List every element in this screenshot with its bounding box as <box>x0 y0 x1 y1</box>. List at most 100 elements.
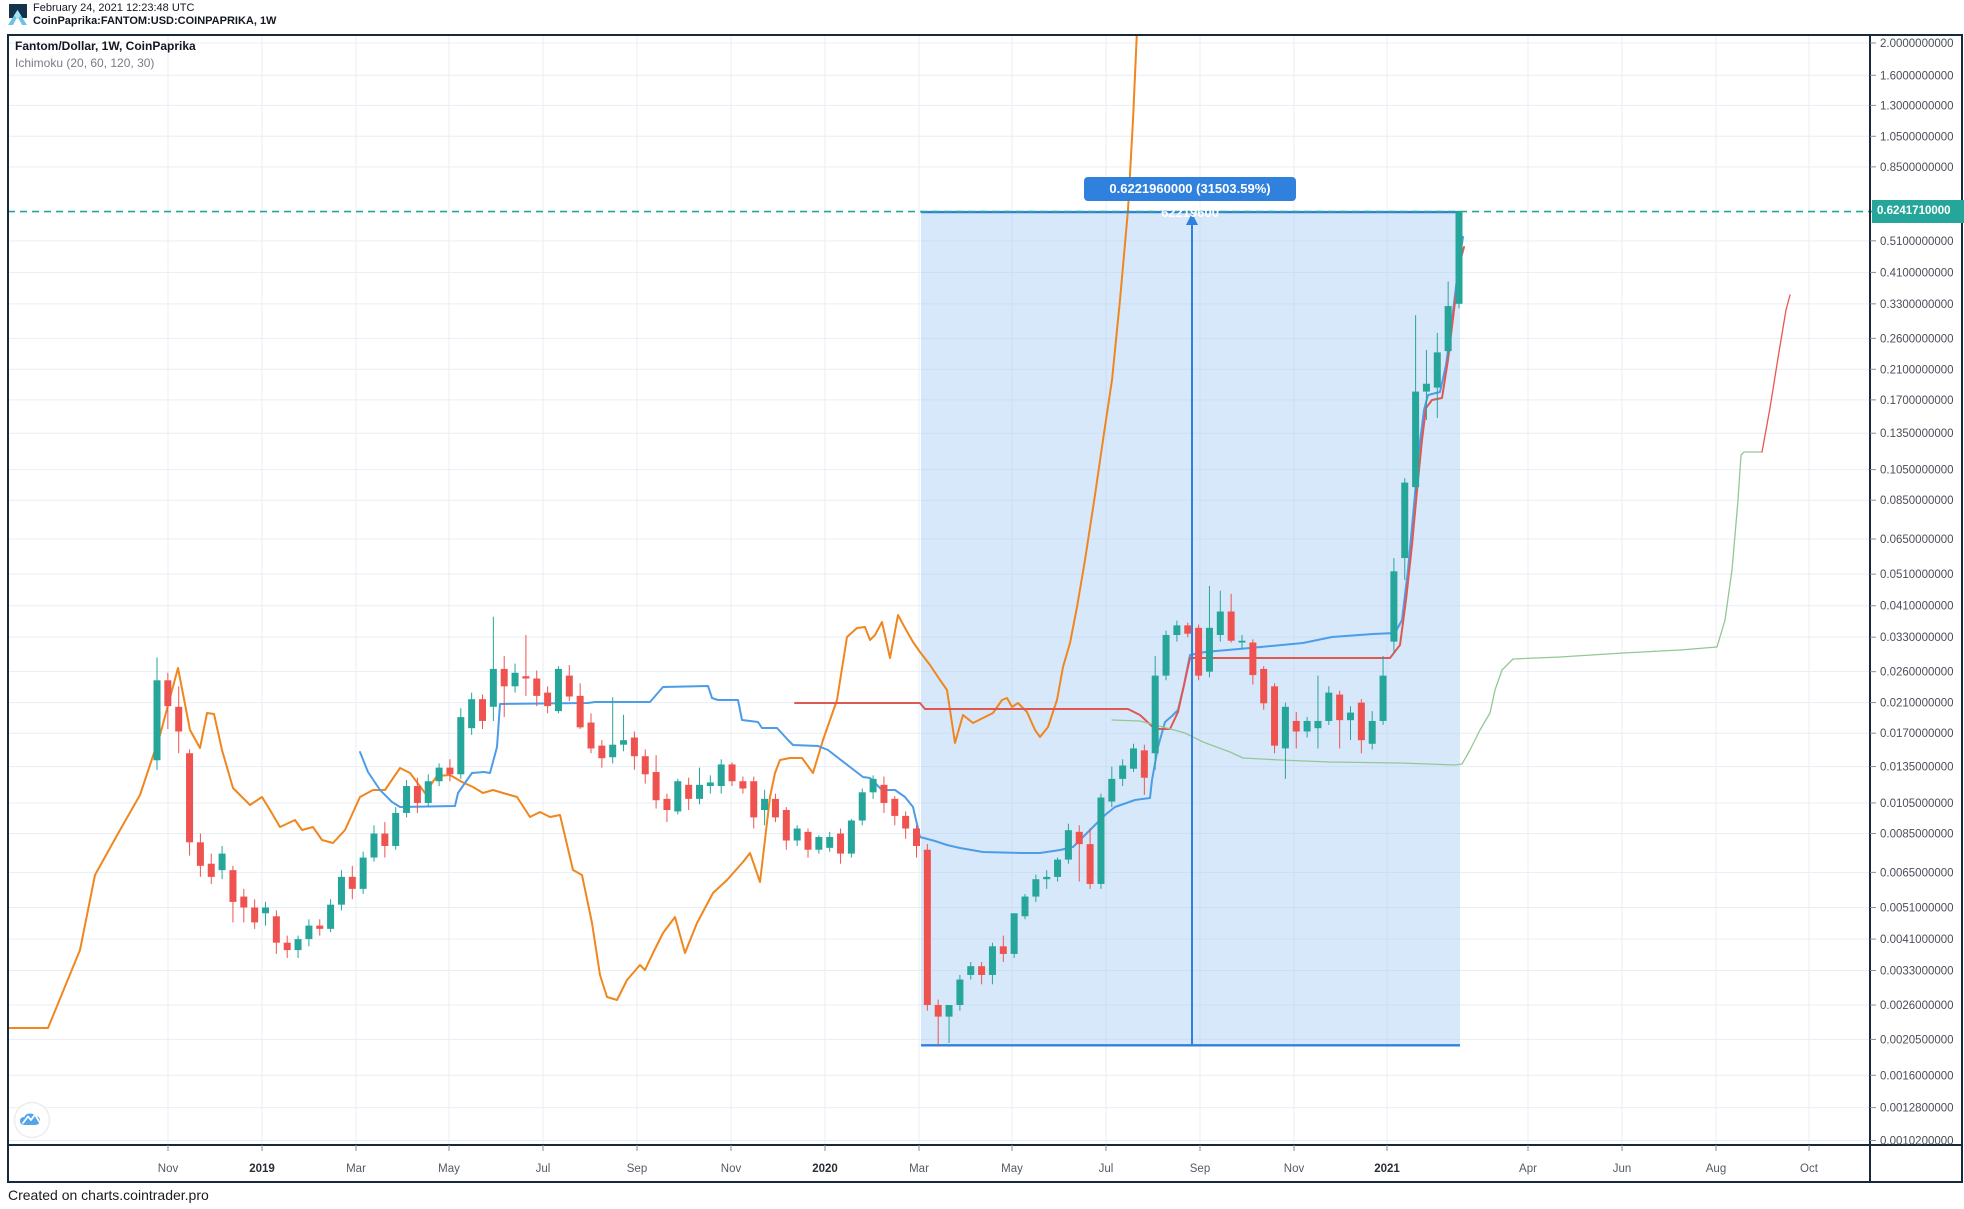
projection-line <box>1761 294 1791 453</box>
price-tick-label: 0.0051000000 <box>1880 902 1954 914</box>
candle-body <box>923 849 931 1006</box>
candle-body <box>609 744 617 758</box>
candle-body <box>1401 482 1409 559</box>
candle-body <box>685 784 693 799</box>
candle-body <box>598 745 606 759</box>
candle-body <box>457 717 465 775</box>
candle-body <box>468 699 476 729</box>
candle-body <box>446 767 454 775</box>
candle-body <box>826 836 834 848</box>
price-tick-label: 0.0012800000 <box>1880 1103 1954 1115</box>
time-tick-label: Sep <box>1190 1163 1210 1175</box>
symbol-title: CoinPaprika:FANTOM:USD:COINPAPRIKA, 1W <box>33 15 277 27</box>
candle-body <box>262 907 269 914</box>
time-tick-label: Jul <box>536 1163 551 1175</box>
candle-body <box>348 876 356 889</box>
time-tick-label: Mar <box>346 1163 366 1175</box>
price-tick-label: 0.0010200000 <box>1880 1135 1954 1147</box>
plot-area <box>9 36 1791 1047</box>
candle-body <box>565 675 573 697</box>
price-tick-label: 0.0170000000 <box>1880 728 1954 740</box>
price-tick-label: 2.0000000000 <box>1880 38 1954 50</box>
candle-body <box>967 966 975 975</box>
candle-body <box>1119 765 1127 779</box>
candle-body <box>869 778 877 793</box>
candle-body <box>739 781 747 789</box>
candle-body <box>1347 712 1354 721</box>
candle-body <box>1151 675 1159 754</box>
candle-body <box>511 672 519 687</box>
candle-body <box>554 668 562 712</box>
time-tick-label: Jul <box>1099 1163 1114 1175</box>
candle-body <box>1390 571 1398 642</box>
kijun-sen-line <box>794 246 1465 730</box>
time-tick-label: Nov <box>1284 1163 1305 1175</box>
candle-body <box>1357 702 1365 741</box>
time-tick-label: Mar <box>909 1163 929 1175</box>
candle-body <box>1303 720 1311 732</box>
current-price-axis-label: 0.6241710000 <box>1872 200 1964 223</box>
legend-symbol[interactable]: Fantom/Dollar, 1W, CoinPaprika <box>15 39 196 53</box>
chart-canvas[interactable]: 2.0000000000 1.6000000000 1.3000000000 1.05… <box>0 30 1964 1188</box>
price-tick-label: 1.3000000000 <box>1880 100 1954 112</box>
candle-body <box>186 753 194 843</box>
candle-body <box>500 668 508 687</box>
chart-timestamp: February 24, 2021 12:23:48 UTC <box>33 2 195 14</box>
candle-body <box>435 767 443 782</box>
candle-body <box>1086 844 1094 884</box>
price-tick-label: 0.3300000000 <box>1880 299 1954 311</box>
legend-indicator[interactable]: Ichimoku (20, 60, 120, 30) <box>15 56 155 70</box>
candle-body <box>1032 879 1040 897</box>
candle-body <box>891 798 899 816</box>
candle-body <box>544 692 552 707</box>
measure-tool-label[interactable]: 0.6221960000 (31503.59%) 62219600 <box>1084 177 1296 220</box>
candle-body <box>1010 913 1018 954</box>
candle-body <box>1271 686 1279 746</box>
candle-body <box>479 699 486 721</box>
watermark-logo-icon <box>13 1101 51 1139</box>
candle-body <box>1314 720 1322 729</box>
candle-body <box>815 836 823 850</box>
price-tick-label: 0.8500000000 <box>1880 162 1954 174</box>
price-axis[interactable]: 2.0000000000 1.6000000000 1.3000000000 1.05… <box>1870 38 1954 1147</box>
candle-body <box>945 1005 953 1017</box>
candle-body <box>793 828 801 841</box>
time-tick-label: Sep <box>627 1163 647 1175</box>
app-logo-icon <box>8 4 27 25</box>
candle-body <box>1130 748 1137 769</box>
candle-body <box>858 792 866 821</box>
candle-body <box>337 876 345 905</box>
candle-body <box>403 786 411 813</box>
candle-body <box>533 678 541 696</box>
candle-body <box>1433 352 1441 388</box>
price-tick-label: 0.5100000000 <box>1880 236 1954 248</box>
footer-credit[interactable]: Created on charts.cointrader.pro <box>8 1187 209 1203</box>
time-tick-label: Nov <box>721 1163 742 1175</box>
time-tick-label: 2020 <box>812 1163 838 1175</box>
time-tick-label: Nov <box>158 1163 179 1175</box>
price-tick-label: 1.6000000000 <box>1880 70 1954 82</box>
candle-body <box>240 896 248 908</box>
price-tick-label: 0.0020500000 <box>1880 1034 1954 1046</box>
candle-body <box>956 979 964 1006</box>
candle-body <box>164 680 172 707</box>
candle-body <box>761 798 769 811</box>
candle-body <box>1043 876 1051 880</box>
candle-body <box>674 781 682 812</box>
lagging-span-line <box>9 36 1138 1029</box>
candle-body <box>1173 625 1181 635</box>
time-tick-label: May <box>1001 1163 1023 1175</box>
price-tick-label: 0.0850000000 <box>1880 495 1954 507</box>
candle-body <box>782 810 790 841</box>
candle-body <box>359 857 367 889</box>
senkou-span-line <box>1111 451 1763 766</box>
candle-body <box>1379 675 1387 721</box>
candle-body <box>1140 750 1148 778</box>
price-tick-label: 0.1350000000 <box>1880 428 1954 440</box>
candle-body <box>988 946 996 975</box>
measure-arrow-head <box>1186 213 1198 226</box>
time-axis[interactable]: Nov 2019 Mar May Jul Sep Nov 2020 Mar May Jul Sep No… <box>158 1145 1819 1175</box>
price-tick-label: 0.0410000000 <box>1880 601 1954 613</box>
candle-body <box>1054 859 1062 877</box>
candle-body <box>1205 627 1213 672</box>
